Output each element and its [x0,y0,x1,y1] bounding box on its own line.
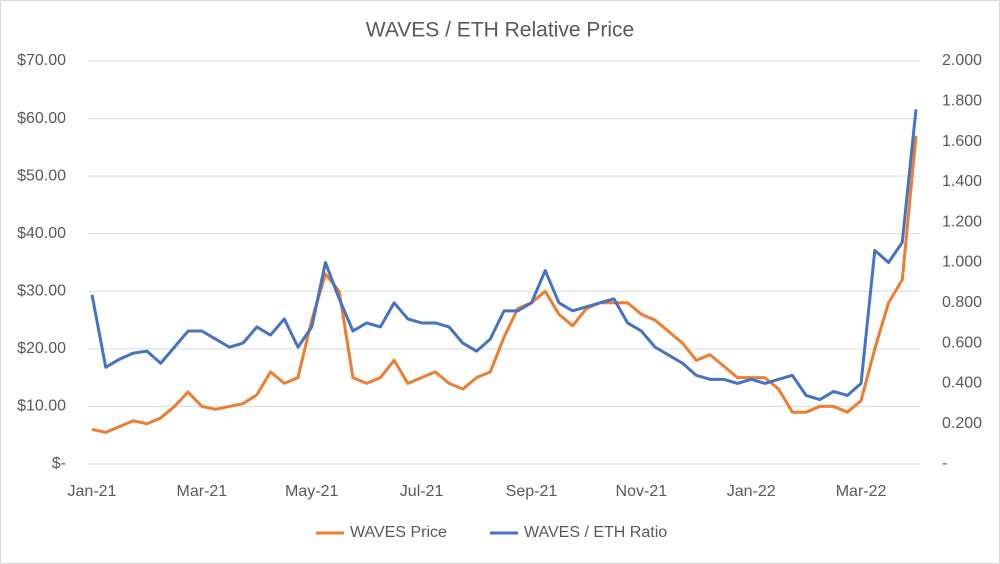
y-tick-label: $30.00 [17,283,66,300]
y-tick-label: $20.00 [17,340,66,357]
y-tick-label: $- [52,455,66,472]
legend-label: WAVES / ETH Ratio [524,524,667,541]
y2-tick-label: 1.800 [942,93,982,110]
x-tick-label: Nov-21 [616,483,668,500]
x-tick-label: Jul-21 [400,483,444,500]
x-tick-label: Jan-21 [68,483,117,500]
series-line [90,109,918,402]
x-tick-label: Jan-22 [727,483,776,500]
y-tick-label: $40.00 [17,225,66,242]
x-tick-label: Mar-21 [177,483,228,500]
y2-tick-label: 1.600 [942,133,982,150]
y2-tick-label: 0.800 [942,294,982,311]
y2-tick-label: 2.000 [942,52,982,69]
y-tick-label: $50.00 [17,167,66,184]
y2-tick-label: 1.400 [942,173,982,190]
y2-tick-label: 1.200 [942,213,982,230]
y-tick-label: $70.00 [17,52,66,69]
y2-tick-label: 1.000 [942,254,982,271]
chart-title: WAVES / ETH Relative Price [366,19,634,42]
y2-tick-label: - [942,455,947,472]
y-tick-label: $10.00 [17,398,66,415]
x-tick-label: Mar-22 [836,483,887,500]
y2-tick-label: 0.400 [942,375,982,392]
legend-label: WAVES Price [350,524,447,541]
x-tick-label: Sep-21 [506,483,558,500]
x-tick-label: May-21 [285,483,338,500]
y2-tick-label: 0.200 [942,415,982,432]
y2-tick-label: 0.600 [942,334,982,351]
series-line [91,135,918,434]
y-tick-label: $60.00 [17,110,66,127]
